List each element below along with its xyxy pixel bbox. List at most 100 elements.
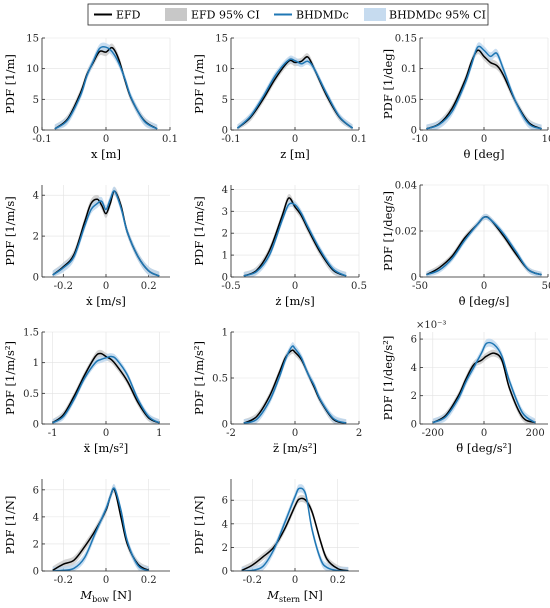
y-tick-label: 0 <box>222 126 228 137</box>
xlabel-9: θ̈ [deg/s²] <box>456 441 511 455</box>
y-tick-label: 0 <box>411 126 417 137</box>
plot-area <box>236 53 354 130</box>
bhd-line <box>243 345 347 424</box>
x-tick-label: 0.1 <box>162 134 178 145</box>
xlabel-10: Mbow [N] <box>79 588 131 604</box>
y-tick-label: 0 <box>411 420 417 431</box>
xlabel-8: z̈ [m/s²] <box>273 441 317 455</box>
xlabel-2: z [m] <box>280 147 310 161</box>
y-tick-label: 1 <box>222 251 228 262</box>
ylabel-11: PDF [1/N] <box>192 496 206 555</box>
plot-area <box>52 483 150 571</box>
legend-bhd-ci-swatch <box>364 8 386 21</box>
efd-ci-band <box>237 53 353 130</box>
legend-efd-ci-label: EFD 95% CI <box>191 9 260 22</box>
y-tick-label: 0 <box>411 273 417 284</box>
plot-area <box>426 213 542 277</box>
x-tick-label: -10 <box>412 134 428 145</box>
x-tick-label: 0 <box>292 575 298 586</box>
xlabel-3: θ [deg] <box>463 147 504 161</box>
efd-ci-band <box>243 193 347 277</box>
y-tick-label: 3 <box>222 207 228 218</box>
x-tick-label: 0.5 <box>351 281 367 292</box>
efd-line <box>241 497 349 571</box>
y-tick-label: 0 <box>33 420 39 431</box>
y-tick-label: 10 <box>215 64 228 75</box>
x-tick-label: 0.2 <box>330 575 346 586</box>
bhd-line <box>243 202 347 277</box>
legend-efd-label: EFD <box>116 9 141 22</box>
ylabel-9: PDF [1/deg/s²] <box>381 336 395 421</box>
x-tick-label: 200 <box>526 428 545 439</box>
y-tick-label: 0 <box>33 273 39 284</box>
legend-bhd-ci-label: BHDMDc 95% CI <box>389 9 486 22</box>
y-tick-label: 2 <box>222 543 228 554</box>
plot-area <box>243 342 347 424</box>
plot-area <box>52 186 160 277</box>
x-tick-label: 0 <box>103 575 109 586</box>
x-tick-label: 0 <box>103 134 109 145</box>
x-tick-label: 0 <box>292 281 298 292</box>
ylabel-6: PDF [1/deg/s] <box>381 191 395 271</box>
plot-area <box>52 349 160 424</box>
ylabel-4: PDF [1/m/s] <box>3 196 17 265</box>
chart-panel-7: -1 0 1 0 0.5 1 1.5 ẍ [m/s²] PDF [1/m/s²] <box>3 328 170 455</box>
bhd-ci-band <box>243 342 347 424</box>
y-tick-label: 0.02 <box>395 227 417 238</box>
efd-line <box>243 197 347 277</box>
y-tick-label: 2 <box>222 229 228 240</box>
y-tick-label: 0.1 <box>401 64 417 75</box>
legend: EFD EFD 95% CI BHDMDc BHDMDc 95% CI <box>87 3 489 26</box>
chart-panel-9: -200 0 200 0 2 4 6 θ̈ [deg/s²] PDF [1/deg/s²] ×10… <box>381 320 548 455</box>
plot-area <box>432 338 536 424</box>
x-tick-label: 1 <box>156 428 162 439</box>
x-tick-label: -0.2 <box>54 575 73 586</box>
y-tick-label: 0 <box>222 567 228 578</box>
ylabel-1: PDF [1/m] <box>3 54 17 114</box>
y-tick-label: 0.15 <box>395 34 417 45</box>
y-tick-label: 4 <box>33 191 39 202</box>
x-tick-label: 0.1 <box>351 134 367 145</box>
y-tick-label: 6 <box>33 485 39 496</box>
bhd-line <box>54 45 158 130</box>
y-tick-label: 15 <box>26 34 39 45</box>
plot-area <box>426 42 542 130</box>
x-tick-label: -0.2 <box>243 575 262 586</box>
x-tick-label: 50 <box>542 281 550 292</box>
y-tick-label: 0.5 <box>23 389 39 400</box>
x-tick-label: -0.2 <box>54 281 73 292</box>
y-tick-label: 0 <box>33 567 39 578</box>
legend-bhd-label: BHDMDc <box>296 9 349 22</box>
bhd-line <box>52 190 160 277</box>
efd-line <box>432 352 536 424</box>
y-tick-label: 0 <box>33 126 39 137</box>
x-tick-label: 2 <box>356 428 362 439</box>
bhd-line <box>52 487 150 571</box>
x-tick-label: 0 <box>292 428 298 439</box>
x-tick-label: 0 <box>481 428 487 439</box>
y-tick-label: 5 <box>222 95 228 106</box>
xlabel-5: ż [m/s] <box>275 294 314 308</box>
efd-line <box>52 352 160 424</box>
xlabel-11: Mstern [N] <box>266 588 323 604</box>
efd-ci-band <box>52 484 149 571</box>
xlabel-7: ẍ [m/s²] <box>84 441 128 455</box>
xlabel-4: ẋ [m/s] <box>86 294 126 308</box>
y-tick-label: 2 <box>411 391 417 402</box>
y-tick-label: 0.04 <box>395 181 417 192</box>
bhd-ci-band <box>243 199 347 277</box>
xlabel-1: x [m] <box>91 147 121 161</box>
ylabel-2: PDF [1/m] <box>192 54 206 114</box>
chart-panel-3: -1001000.050.10.15θ [deg]PDF [1/deg] <box>381 34 550 162</box>
y-tick-label: 1 <box>222 328 228 339</box>
xlabel-6: θ̇ [deg/s] <box>459 294 510 308</box>
y-tick-label: 4 <box>222 519 228 530</box>
chart-panel-11: -0.2 0 0.2 0 2 4 6 Mstern [N] PDF [1/N] <box>192 479 359 604</box>
ylabel-10: PDF [1/N] <box>3 496 17 555</box>
y-tick-label: 1 <box>33 358 39 369</box>
x-tick-label: 0 <box>481 281 487 292</box>
